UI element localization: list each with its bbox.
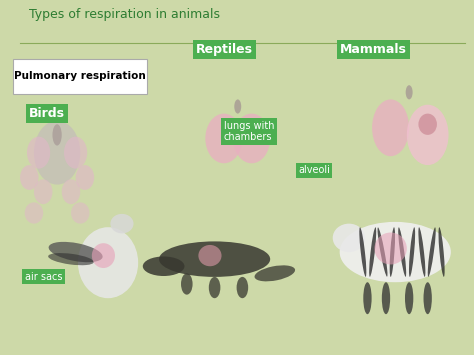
Ellipse shape — [340, 222, 451, 282]
Ellipse shape — [333, 224, 365, 252]
Ellipse shape — [255, 265, 295, 282]
Ellipse shape — [49, 242, 103, 262]
Ellipse shape — [390, 227, 395, 277]
Ellipse shape — [374, 233, 407, 264]
Ellipse shape — [25, 202, 43, 224]
Ellipse shape — [199, 245, 221, 266]
Ellipse shape — [409, 227, 415, 277]
Text: Pulmonary respiration: Pulmonary respiration — [14, 71, 146, 81]
Ellipse shape — [363, 282, 372, 314]
Ellipse shape — [359, 227, 366, 277]
Text: alveoli: alveoli — [298, 165, 330, 175]
Ellipse shape — [48, 253, 94, 265]
Text: air sacs: air sacs — [25, 272, 62, 282]
Ellipse shape — [378, 228, 387, 277]
Ellipse shape — [78, 227, 138, 298]
Ellipse shape — [423, 282, 432, 314]
Text: Mammals: Mammals — [340, 43, 407, 56]
Ellipse shape — [53, 124, 62, 146]
Ellipse shape — [369, 227, 376, 277]
Text: Birds: Birds — [29, 107, 65, 120]
Ellipse shape — [438, 227, 445, 277]
Ellipse shape — [64, 137, 87, 169]
Ellipse shape — [71, 202, 90, 224]
Ellipse shape — [428, 227, 436, 277]
Ellipse shape — [419, 227, 425, 277]
Ellipse shape — [382, 282, 390, 314]
Ellipse shape — [20, 165, 38, 190]
Ellipse shape — [92, 243, 115, 268]
Ellipse shape — [233, 114, 270, 163]
Text: Reptiles: Reptiles — [196, 43, 253, 56]
Ellipse shape — [406, 85, 413, 99]
Ellipse shape — [159, 241, 270, 277]
Text: lungs with
chambers: lungs with chambers — [224, 121, 274, 142]
FancyBboxPatch shape — [13, 59, 147, 94]
Ellipse shape — [205, 114, 242, 163]
Ellipse shape — [407, 105, 448, 165]
Ellipse shape — [419, 114, 437, 135]
Ellipse shape — [62, 179, 80, 204]
Ellipse shape — [234, 99, 241, 114]
Ellipse shape — [143, 256, 184, 276]
Text: Types of respiration in animals: Types of respiration in animals — [29, 8, 220, 21]
Ellipse shape — [181, 273, 192, 295]
Ellipse shape — [405, 282, 413, 314]
Ellipse shape — [398, 227, 406, 277]
Ellipse shape — [34, 121, 80, 185]
Ellipse shape — [237, 277, 248, 298]
Ellipse shape — [372, 99, 409, 156]
Ellipse shape — [209, 277, 220, 298]
Ellipse shape — [76, 165, 94, 190]
Ellipse shape — [110, 214, 134, 234]
Ellipse shape — [27, 137, 50, 169]
Ellipse shape — [34, 179, 53, 204]
